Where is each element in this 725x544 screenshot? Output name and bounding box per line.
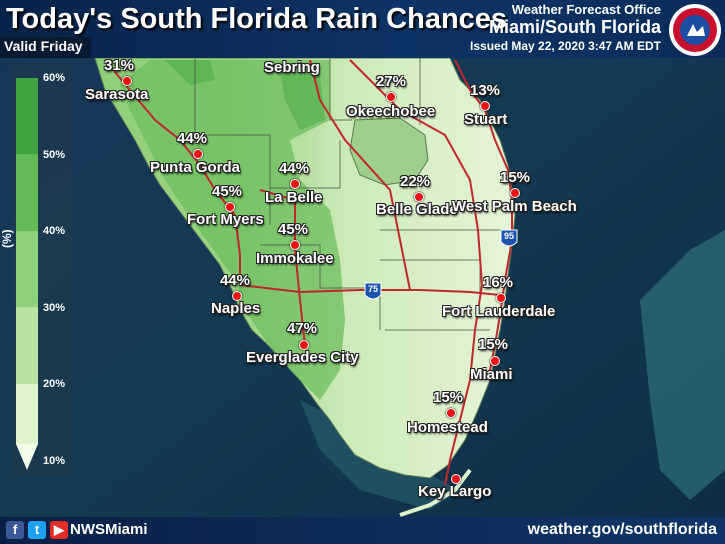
youtube-icon[interactable]: ▶ [50, 521, 68, 539]
footer-bar [0, 517, 725, 544]
legend-tick: 20% [43, 378, 66, 390]
twitter-icon[interactable]: t [28, 521, 46, 539]
city-marker-la-belle [290, 179, 300, 189]
nws-logo-icon [669, 4, 721, 56]
website-url[interactable]: weather.gov/southflorida [527, 521, 717, 538]
office-region: Miami/South Florida [488, 17, 661, 37]
city-marker-stuart [480, 101, 490, 111]
city-pct-homestead: 15% [433, 389, 464, 406]
city-label-sebring: Sebring [264, 59, 320, 76]
city-pct-west-palm-beach: 15% [500, 169, 531, 186]
city-marker-everglades-city [299, 340, 309, 350]
city-marker-key-largo [451, 474, 461, 484]
city-marker-fort-lauderdale [496, 293, 506, 303]
i75-shield [364, 282, 382, 300]
city-label-everglades-city: Everglades City [246, 349, 359, 366]
city-pct-la-belle: 44% [279, 160, 310, 177]
city-marker-okeechobee [386, 92, 396, 102]
city-pct-okeechobee: 27% [376, 73, 407, 90]
us1-route [444, 379, 471, 486]
city-label-sarasota: Sarasota [85, 86, 149, 103]
city-label-belle-glade: Belle Glade [376, 201, 458, 218]
city-label-homestead: Homestead [407, 419, 488, 436]
city-marker-punta-gorda [193, 149, 203, 159]
legend-tick: 60% [43, 72, 66, 84]
legend-tick: 50% [43, 149, 66, 161]
city-pct-stuart: 13% [470, 82, 501, 99]
city-pct-sarasota: 31% [104, 57, 135, 74]
facebook-icon[interactable]: f [6, 521, 24, 539]
office-name: Weather Forecast Office [511, 2, 661, 17]
header-bar [0, 0, 725, 58]
city-label-fort-lauderdale: Fort Lauderdale [442, 303, 556, 320]
city-marker-naples [232, 291, 242, 301]
city-label-miami: Miami [470, 366, 513, 383]
legend-bar [12, 65, 72, 475]
city-label-immokalee: Immokalee [256, 250, 334, 267]
city-marker-immokalee [290, 240, 300, 250]
darker-green [165, 60, 325, 130]
city-marker-belle-glade [414, 192, 424, 202]
i75-shield-label: 75 [367, 284, 378, 294]
i95-shield-label: 95 [503, 231, 514, 241]
city-label-west-palm-beach: West Palm Beach [452, 198, 577, 215]
city-label-stuart: Stuart [464, 111, 508, 128]
city-pct-belle-glade: 22% [400, 173, 431, 190]
legend-tick: 30% [43, 302, 66, 314]
city-marker-west-palm-beach [510, 188, 520, 198]
city-label-punta-gorda: Punta Gorda [150, 159, 241, 176]
city-label-key-largo: Key Largo [418, 483, 492, 500]
green-interior [120, 60, 345, 400]
legend-tick: 40% [43, 225, 66, 237]
turnpike-route [349, 59, 484, 381]
legend-title: Chance of Precipitation (%) [0, 229, 14, 248]
city-pct-immokalee: 45% [278, 221, 309, 238]
i95-shield [500, 229, 518, 247]
issued-time: Issued May 22, 2020 3:47 AM EDT [470, 39, 661, 53]
city-pct-everglades-city: 47% [287, 320, 318, 337]
city-label-fort-myers: Fort Myers [187, 211, 264, 228]
city-marker-fort-myers [225, 202, 235, 212]
sr29-route [259, 189, 306, 346]
valid-day-label: Valid Friday [0, 37, 91, 58]
city-pct-miami: 15% [478, 336, 509, 353]
city-label-naples: Naples [211, 300, 261, 317]
page-title: Today's South Florida Rain Chances [6, 3, 508, 35]
legend-tick: 10% [43, 455, 66, 467]
city-label-la-belle: La Belle [265, 189, 323, 206]
city-pct-naples: 44% [220, 272, 251, 289]
city-label-okeechobee: Okeechobee [346, 103, 436, 120]
us27-route [309, 59, 411, 291]
florida-keys [399, 468, 472, 517]
city-pct-fort-myers: 45% [212, 183, 243, 200]
social-handle[interactable]: NWSMiami [70, 521, 148, 538]
city-marker-sarasota [122, 76, 132, 86]
city-pct-fort-lauderdale: 16% [483, 274, 514, 291]
city-pct-punta-gorda: 44% [177, 130, 208, 147]
city-marker-homestead [446, 408, 456, 418]
city-marker-miami [490, 356, 500, 366]
bahamas-banks [640, 230, 725, 500]
